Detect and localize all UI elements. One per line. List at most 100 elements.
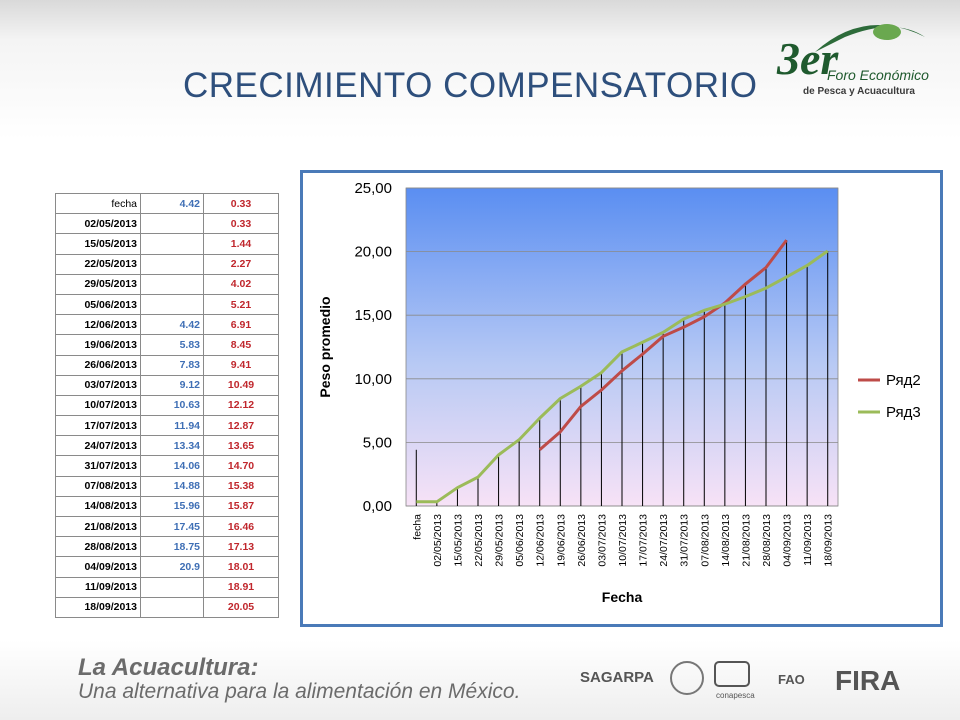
table-cell: 9.41 xyxy=(203,354,279,376)
table-row: 15/05/2013 1.44 xyxy=(55,233,279,255)
x-tick-label: 11/09/2013 xyxy=(802,514,814,566)
x-tick-label: 03/07/2013 xyxy=(596,514,608,567)
table-cell: 07/08/2013 xyxy=(55,475,141,497)
logo-conapesca: conapesca xyxy=(716,691,755,700)
logo-fao: FAO xyxy=(778,672,805,687)
table-cell: 5.21 xyxy=(203,293,279,316)
table-row: fecha 4.42 0.33 xyxy=(55,192,279,215)
table-cell: 2.27 xyxy=(203,253,279,275)
x-tick-label: 26/06/2013 xyxy=(576,514,588,567)
table-cell: 19/06/2013 xyxy=(55,334,141,356)
x-tick-label: 31/07/2013 xyxy=(679,514,691,567)
table-cell xyxy=(140,273,204,295)
y-tick-label: 25,00 xyxy=(354,180,392,197)
slide-title: CRECIMIENTO COMPENSATORIO xyxy=(183,66,758,105)
table-cell: 31/07/2013 xyxy=(55,455,141,477)
table-cell: 14/08/2013 xyxy=(55,495,141,518)
table-cell: 03/07/2013 xyxy=(55,374,141,396)
table-row: 21/08/2013 17.45 16.46 xyxy=(55,515,279,538)
table-row: 29/05/2013 4.02 xyxy=(55,273,279,295)
table-row: 31/07/2013 14.06 14.70 xyxy=(55,455,279,477)
table-row: 14/08/2013 15.96 15.87 xyxy=(55,495,279,518)
table-cell: fecha xyxy=(55,192,141,215)
table-cell: 14.70 xyxy=(203,455,279,477)
table-cell: 24/07/2013 xyxy=(55,435,141,457)
table-cell: 6.91 xyxy=(203,314,279,336)
table-row: 12/06/2013 4.42 6.91 xyxy=(55,314,279,336)
table-row: 22/05/2013 2.27 xyxy=(55,253,279,275)
logo-fish xyxy=(873,24,901,40)
table-cell: 1.44 xyxy=(203,233,279,255)
x-tick-label: 24/07/2013 xyxy=(658,514,670,567)
chart: 0,00 5,00 10,00 15,00 20,00 25,00 fecha 02/05/2… xyxy=(300,170,943,627)
y-axis-title: Peso promedio xyxy=(317,296,333,397)
legend-label: Ряд3 xyxy=(886,404,921,421)
x-tick-label: 07/08/2013 xyxy=(699,514,711,567)
x-tick-label: 21/08/2013 xyxy=(740,514,752,567)
table-row: 11/09/2013 18.91 xyxy=(55,576,279,598)
logo-fira: FIRA xyxy=(835,665,900,696)
x-tick-label: fecha xyxy=(411,514,423,540)
x-axis-title: Fecha xyxy=(602,589,643,605)
table-cell: 7.83 xyxy=(140,354,204,376)
table-cell: 13.34 xyxy=(140,435,204,457)
seal xyxy=(670,661,704,695)
table-cell: 9.12 xyxy=(140,374,204,396)
data-table: fecha 4.42 0.33 02/05/2013 0.33 15/05/2013 1.4… xyxy=(55,192,279,618)
table-row: 18/09/2013 20.05 xyxy=(55,596,279,618)
table-row: 02/05/2013 0.33 xyxy=(55,213,279,235)
table-cell: 11/09/2013 xyxy=(55,576,141,598)
y-tick-label: 10,00 xyxy=(354,371,392,388)
table-cell: 14.88 xyxy=(140,475,204,497)
table-cell: 02/05/2013 xyxy=(55,213,141,235)
table-row: 17/07/2013 11.94 12.87 xyxy=(55,415,279,437)
table-cell xyxy=(140,596,204,618)
table-cell: 16.46 xyxy=(203,515,279,538)
table-cell xyxy=(140,293,204,316)
table-cell: 0.33 xyxy=(203,213,279,235)
table-cell: 15.87 xyxy=(203,495,279,518)
table-cell: 4.42 xyxy=(140,192,204,215)
table-cell: 8.45 xyxy=(203,334,279,356)
table-cell: 05/06/2013 xyxy=(55,293,141,316)
x-tick-label: 12/06/2013 xyxy=(535,514,547,567)
x-tick-label: 18/09/2013 xyxy=(823,514,835,567)
x-tick-label: 15/05/2013 xyxy=(452,514,464,567)
logo-sagarpa: SAGARPA xyxy=(580,669,654,686)
table-cell: 15.96 xyxy=(140,495,204,518)
x-tick-label: 19/06/2013 xyxy=(555,514,567,567)
table-cell: 12.12 xyxy=(203,394,279,417)
logo-box xyxy=(714,661,750,687)
x-tick-label: 04/09/2013 xyxy=(782,514,794,567)
table-cell: 26/06/2013 xyxy=(55,354,141,376)
table-row: 28/08/2013 18.75 17.13 xyxy=(55,536,279,558)
table-cell: 18/09/2013 xyxy=(55,596,141,618)
table-row: 05/06/2013 5.21 xyxy=(55,293,279,316)
table-cell: 20.9 xyxy=(140,556,204,578)
y-tick-label: 15,00 xyxy=(354,307,392,324)
footer-subtitle: Una alternativa para la alimentación en … xyxy=(78,680,521,703)
table-cell xyxy=(140,253,204,275)
table-row: 03/07/2013 9.12 10.49 xyxy=(55,374,279,396)
x-tick-label: 29/05/2013 xyxy=(494,514,506,567)
series-line xyxy=(416,249,829,504)
logo-line2: de Pesca y Acuacultura xyxy=(803,86,915,97)
table-row: 26/06/2013 7.83 9.41 xyxy=(55,354,279,376)
table-cell: 15.38 xyxy=(203,475,279,497)
table-cell xyxy=(140,213,204,235)
x-tick-label: 05/06/2013 xyxy=(514,514,526,567)
table-cell: 4.02 xyxy=(203,273,279,295)
table-cell: 18.75 xyxy=(140,536,204,558)
x-tick-label: 02/05/2013 xyxy=(432,514,444,567)
table-cell: 14.06 xyxy=(140,455,204,477)
y-tick-label: 0,00 xyxy=(363,498,392,515)
event-logo: 3er Foro Económico de Pesca y Acuacultur… xyxy=(776,24,929,97)
x-tick-label: 14/08/2013 xyxy=(720,514,732,567)
table-cell xyxy=(140,576,204,598)
y-tick-label: 5,00 xyxy=(363,434,392,451)
table-cell: 10/07/2013 xyxy=(55,394,141,417)
legend-label: Ряд2 xyxy=(886,372,921,389)
logo-line1: Foro Económico xyxy=(827,67,929,83)
table-cell: 22/05/2013 xyxy=(55,253,141,275)
